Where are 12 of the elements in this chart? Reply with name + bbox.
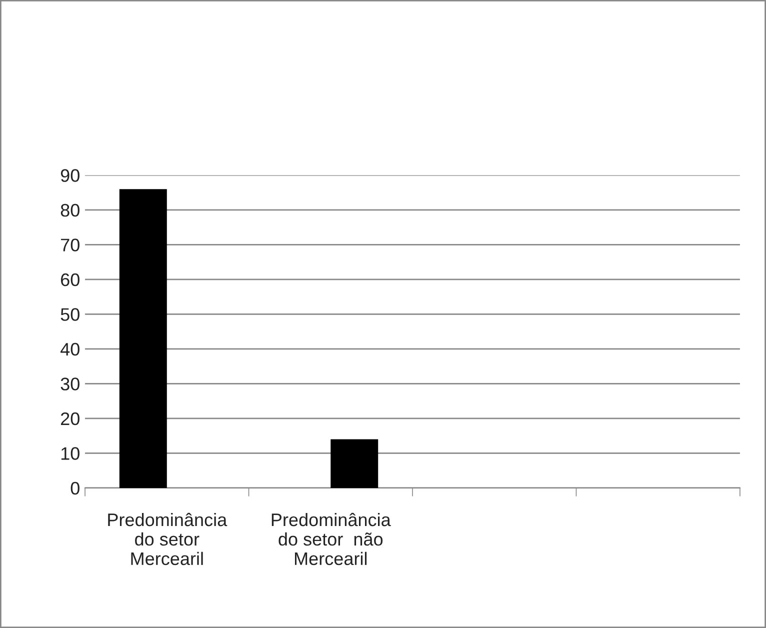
y-tick-label: 0: [70, 482, 80, 495]
y-tick-label: 90: [60, 169, 80, 182]
y-tick-label: 20: [60, 412, 80, 426]
y-tick-label: 10: [61, 447, 80, 460]
x-tick-label: Predominância do setor Mercearil: [108, 512, 228, 566]
y-tick-label: 80: [60, 204, 80, 217]
y-tick-label: 30: [60, 378, 80, 390]
y-tick-label: 60: [61, 273, 80, 286]
y-tick-label: 50: [60, 308, 80, 321]
y-tick-label: 70: [61, 238, 80, 252]
x-tick-label: Predominância do setor não Mercearil: [272, 512, 391, 566]
y-tick-label: 40: [60, 342, 80, 356]
